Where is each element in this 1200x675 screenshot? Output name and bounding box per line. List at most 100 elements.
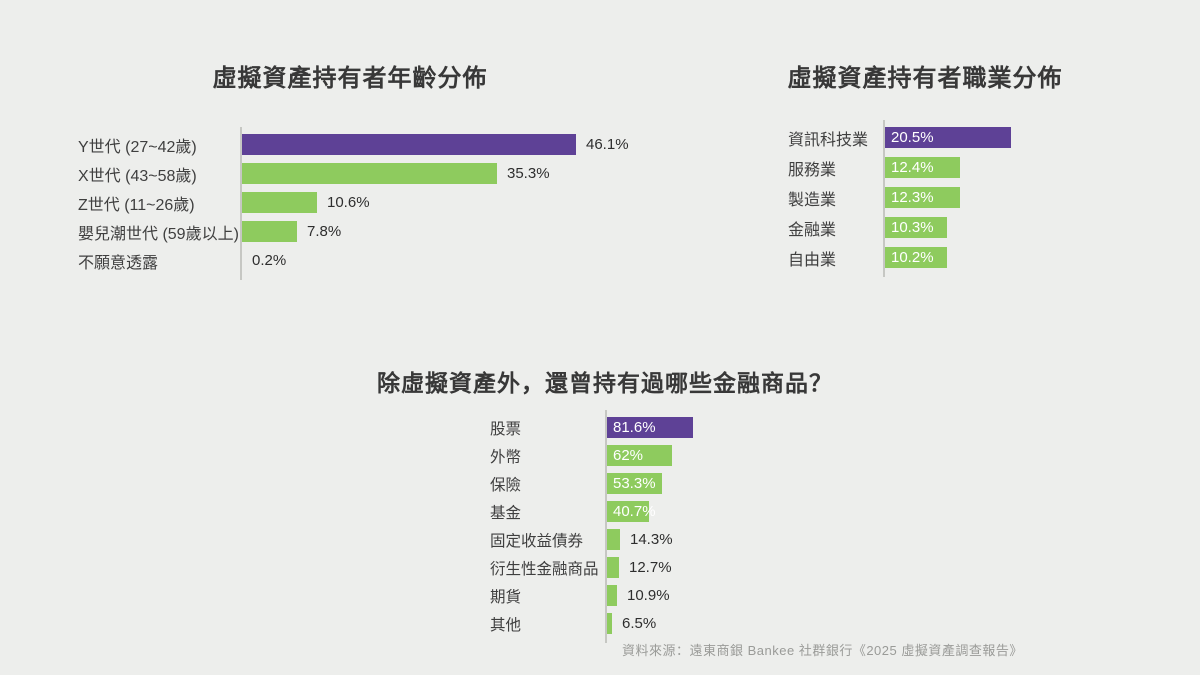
bar-area: 53.3% — [605, 473, 850, 494]
bar-area: 14.3% — [605, 529, 850, 550]
value-label: 35.3% — [507, 165, 550, 182]
chart-age-distribution: 虛擬資產持有者年齡分佈 Y世代 (27~42歲) 46.1% X世代 (43~58歲… — [40, 62, 660, 280]
bar-row: 製造業 12.3% — [765, 187, 1085, 209]
bar-area: 6.5% — [605, 613, 850, 634]
bar-rows: 股票 81.6% 外幣 62% 保險 53.3% 基金 40.7% 固定收益債券 14.3% 衍生性… — [360, 410, 850, 643]
value-bar: 12.3% — [883, 187, 960, 208]
chart-title: 虛擬資產持有者職業分佈 — [787, 65, 1063, 92]
value-bar: 12.4% — [883, 157, 960, 178]
bar-area: 40.7% — [605, 501, 850, 522]
bar-rows: 資訊科技業 20.5% 服務業 12.4% 製造業 12.3% 金融業 10.3% 自由業 10.… — [765, 120, 1085, 277]
bar-rows: Y世代 (27~42歲) 46.1% X世代 (43~58歲) 35.3% Z世代 (1… — [40, 127, 660, 280]
bar-area: 10.2% — [883, 247, 1085, 268]
chart-title: 除虛擬資產外，還曾持有過哪些金融商品？ — [377, 370, 833, 396]
axis-line — [883, 120, 885, 277]
value-label: 53.3% — [613, 475, 656, 492]
bar-row: 外幣 62% — [360, 445, 850, 466]
value-label: 12.3% — [891, 189, 934, 206]
chart-other-financial-products: 除虛擬資產外，還曾持有過哪些金融商品？ 股票 81.6% 外幣 62% 保險 53.3% 基… — [360, 366, 850, 643]
bar-area: 81.6% — [605, 417, 850, 438]
axis-line — [605, 410, 607, 643]
category-label: 期貨 — [490, 588, 522, 606]
category-label: Z世代 (11~26歲) — [78, 196, 195, 214]
value-label: 10.2% — [891, 249, 934, 266]
bar-area: 35.3% — [240, 163, 660, 184]
bar-area: 20.5% — [883, 127, 1085, 148]
value-label: 0.2% — [252, 252, 287, 269]
bar-row: 期貨 10.9% — [360, 585, 850, 606]
value-bar: 62% — [605, 445, 672, 466]
value-label: 6.5% — [622, 615, 657, 632]
value-bar — [605, 613, 612, 634]
bar-area: 12.3% — [883, 187, 1085, 208]
bar-area: 7.8% — [240, 221, 660, 242]
value-bar — [605, 557, 619, 578]
bar-row: 嬰兒潮世代 (59歲以上) 7.8% — [40, 221, 660, 243]
bar-area: 12.4% — [883, 157, 1085, 178]
value-label: 62% — [613, 447, 644, 464]
bar-area: 10.3% — [883, 217, 1085, 238]
bar-area: 46.1% — [240, 134, 660, 155]
category-label: 保險 — [490, 476, 522, 494]
value-label: 20.5% — [891, 129, 934, 146]
axis-line — [240, 127, 242, 280]
category-label: Y世代 (27~42歲) — [78, 138, 197, 156]
value-label: 12.7% — [629, 559, 672, 576]
value-label: 81.6% — [613, 419, 656, 436]
value-bar: 53.3% — [605, 473, 662, 494]
category-label: 資訊科技業 — [788, 131, 869, 149]
value-bar — [605, 585, 617, 606]
bar-row: X世代 (43~58歲) 35.3% — [40, 163, 660, 185]
bar-row: 金融業 10.3% — [765, 217, 1085, 239]
value-label: 40.7% — [613, 503, 656, 520]
category-label: 服務業 — [788, 161, 837, 179]
source-note: 資料來源：遠東商銀 Bankee 社群銀行《2025 虛擬資產調查報告》 — [622, 643, 1023, 658]
value-bar — [240, 221, 297, 242]
value-label: 46.1% — [586, 136, 629, 153]
category-label: 嬰兒潮世代 (59歲以上) — [78, 225, 239, 243]
bar-row: 服務業 12.4% — [765, 157, 1085, 179]
value-label: 10.3% — [891, 219, 934, 236]
value-label: 12.4% — [891, 159, 934, 176]
bar-row: 衍生性金融商品 12.7% — [360, 557, 850, 578]
category-label: 自由業 — [788, 251, 837, 269]
value-bar: 10.3% — [883, 217, 947, 238]
bar-row: 其他 6.5% — [360, 613, 850, 634]
bar-row: 保險 53.3% — [360, 473, 850, 494]
value-label: 7.8% — [307, 223, 342, 240]
value-bar: 20.5% — [883, 127, 1011, 148]
bar-row: Z世代 (11~26歲) 10.6% — [40, 192, 660, 214]
value-bar — [605, 529, 620, 550]
chart-title: 虛擬資產持有者年齡分佈 — [212, 65, 488, 92]
category-label: 其他 — [490, 616, 522, 634]
value-label: 10.6% — [327, 194, 370, 211]
value-bar: 40.7% — [605, 501, 656, 522]
bar-row: 不願意透露 0.2% — [40, 250, 660, 272]
category-label: 固定收益債券 — [490, 532, 584, 550]
bar-row: 資訊科技業 20.5% — [765, 127, 1085, 149]
value-bar — [240, 192, 317, 213]
bar-area: 12.7% — [605, 557, 850, 578]
bar-area: 62% — [605, 445, 850, 466]
bar-row: Y世代 (27~42歲) 46.1% — [40, 134, 660, 156]
category-label: 基金 — [490, 504, 522, 522]
category-label: 金融業 — [788, 221, 837, 239]
bar-area: 10.9% — [605, 585, 850, 606]
bar-row: 股票 81.6% — [360, 417, 850, 438]
value-label: 10.9% — [627, 587, 670, 604]
category-label: 不願意透露 — [78, 254, 159, 272]
bar-row: 固定收益債券 14.3% — [360, 529, 850, 550]
bar-row: 自由業 10.2% — [765, 247, 1085, 269]
value-bar — [240, 134, 576, 155]
category-label: 外幣 — [490, 448, 522, 466]
category-label: 衍生性金融商品 — [490, 560, 599, 578]
value-bar — [240, 163, 497, 184]
chart-occupation-distribution: 虛擬資產持有者職業分佈 資訊科技業 20.5% 服務業 12.4% 製造業 12.3% 金融… — [765, 62, 1085, 277]
bar-row: 基金 40.7% — [360, 501, 850, 522]
category-label: X世代 (43~58歲) — [78, 167, 197, 185]
category-label: 製造業 — [788, 191, 837, 209]
bar-area: 10.6% — [240, 192, 660, 213]
bar-area: 0.2% — [240, 250, 660, 271]
value-bar: 81.6% — [605, 417, 693, 438]
value-label: 14.3% — [630, 531, 673, 548]
